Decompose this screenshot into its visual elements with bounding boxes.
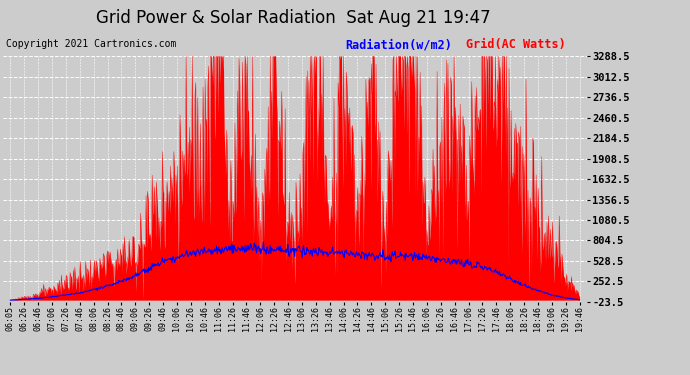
Text: Radiation(w/m2): Radiation(w/m2) [345, 38, 452, 51]
Text: Grid Power & Solar Radiation  Sat Aug 21 19:47: Grid Power & Solar Radiation Sat Aug 21 … [96, 9, 491, 27]
Text: Copyright 2021 Cartronics.com: Copyright 2021 Cartronics.com [6, 39, 176, 50]
Text: Grid(AC Watts): Grid(AC Watts) [466, 38, 566, 51]
